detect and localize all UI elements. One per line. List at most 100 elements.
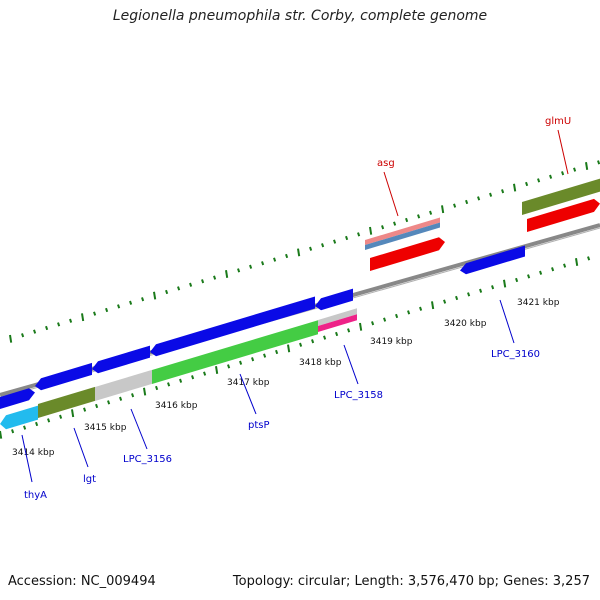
tick-mark — [309, 246, 313, 251]
tick-mark — [597, 160, 600, 165]
tick-mark — [117, 304, 121, 309]
gene-label: asg — [377, 158, 395, 169]
tick-mark — [95, 403, 99, 409]
cds-block — [460, 245, 525, 275]
tick-mark — [527, 274, 531, 279]
gene-leader-line — [130, 408, 148, 450]
tick-mark — [225, 270, 229, 278]
position-label: 3419 kbp — [370, 337, 413, 347]
tick-mark — [585, 162, 589, 170]
gene-label: ptsP — [248, 420, 270, 431]
tick-mark — [299, 342, 303, 347]
tick-mark — [153, 291, 157, 300]
tick-mark — [465, 199, 469, 205]
tick-mark — [443, 299, 447, 304]
gene-leader-line — [499, 299, 515, 344]
gene-leader-line — [239, 373, 257, 415]
cds-block — [315, 288, 353, 311]
tick-mark — [477, 196, 481, 201]
tick-mark — [393, 221, 397, 226]
tick-mark — [263, 353, 267, 358]
cds-block — [522, 178, 600, 215]
tick-mark — [33, 329, 37, 334]
tick-mark — [347, 328, 351, 333]
tick-mark — [57, 322, 61, 327]
tick-mark — [191, 375, 195, 380]
tick-mark — [345, 235, 349, 241]
cds-block — [318, 314, 357, 332]
tick-mark — [561, 171, 565, 176]
tick-mark — [573, 167, 577, 172]
tick-mark — [453, 203, 457, 208]
tick-mark — [189, 282, 193, 287]
cds-block — [318, 308, 357, 326]
tick-mark — [249, 264, 253, 269]
cds-block — [0, 405, 38, 430]
gene-label: LPC_3158 — [334, 390, 383, 401]
tick-mark — [11, 429, 15, 434]
tick-mark — [467, 292, 471, 297]
tick-mark — [369, 226, 373, 235]
tick-mark — [575, 258, 579, 266]
tick-mark — [165, 289, 169, 295]
tick-mark — [93, 311, 97, 316]
tick-mark — [395, 313, 399, 319]
tick-mark — [323, 335, 327, 340]
tick-mark — [23, 425, 27, 430]
tick-mark — [155, 385, 159, 391]
page-title: Legionella pneumophila str. Corby, compl… — [112, 8, 488, 24]
cds-block — [92, 345, 150, 374]
cds-block — [152, 320, 318, 384]
cds-block — [527, 198, 600, 232]
tick-mark — [407, 310, 411, 315]
tick-mark — [357, 232, 361, 237]
gene-label: LPC_3156 — [123, 454, 172, 465]
position-label: 3418 kbp — [299, 358, 342, 368]
tick-mark — [119, 396, 123, 401]
tick-mark — [141, 297, 145, 302]
tick-mark — [455, 295, 459, 301]
gene-label: lgt — [83, 474, 96, 485]
tick-mark — [539, 270, 543, 275]
tick-mark — [45, 325, 49, 331]
tick-mark — [239, 360, 243, 365]
tick-mark — [537, 178, 541, 183]
tick-mark — [381, 225, 385, 230]
tick-mark — [105, 307, 109, 313]
tick-mark — [563, 263, 567, 268]
tick-mark — [549, 174, 553, 179]
position-label: 3414 kbp — [12, 448, 55, 458]
cds-block — [150, 296, 315, 357]
tick-mark — [107, 400, 111, 405]
tick-mark — [179, 378, 183, 383]
tick-mark — [129, 300, 133, 305]
gene-label: glmU — [545, 116, 571, 127]
tick-mark — [203, 371, 207, 376]
tick-mark — [287, 344, 291, 353]
tick-mark — [587, 256, 591, 261]
tick-mark — [333, 239, 337, 244]
tick-mark — [47, 418, 51, 423]
gene-leader-line — [73, 427, 89, 468]
gene-leader-line — [557, 129, 569, 175]
tick-mark — [69, 318, 73, 323]
tick-mark — [311, 339, 315, 344]
tick-mark — [479, 288, 483, 293]
position-label: 3416 kbp — [155, 401, 198, 411]
tick-mark — [501, 189, 505, 194]
tick-mark — [21, 333, 25, 338]
cds-block — [365, 222, 440, 250]
tick-mark — [83, 407, 87, 412]
tick-mark — [297, 248, 301, 257]
tick-mark — [359, 322, 363, 331]
cds-block — [38, 386, 95, 418]
tick-mark — [131, 393, 135, 398]
tick-mark — [503, 279, 507, 288]
position-label: 3420 kbp — [444, 319, 487, 329]
tick-mark — [81, 313, 85, 322]
tick-mark — [321, 243, 325, 248]
tick-mark — [441, 205, 445, 214]
cds-block — [0, 388, 35, 409]
tick-mark — [9, 334, 13, 343]
tick-mark — [143, 387, 147, 396]
